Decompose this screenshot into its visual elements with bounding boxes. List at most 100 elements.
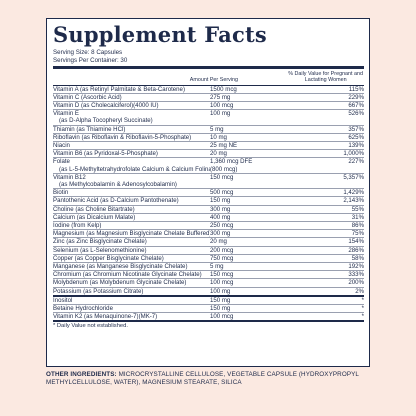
nutrient-amount-cell: 1500 mcg <box>210 86 272 93</box>
nutrient-row: Molybdenum (as Molybdenum Glycinate Chel… <box>53 279 364 288</box>
nutrient-name-cell: Vitamin K2 (as Menaquinone-7)(MK-7) <box>53 313 210 320</box>
nutrient-row: Magnesium (as Magnesium Bisglycinate Che… <box>53 230 364 239</box>
nutrient-table: Vitamin A (as Retinyl Palmitate & Beta-C… <box>53 84 364 323</box>
nutrient-amount-cell: 300 mg <box>210 230 272 237</box>
nutrient-name: Vitamin B6 (as Pyridoxal-5-Phosphate) <box>53 150 158 158</box>
nutrient-row: Potassium (as Potassium Citrate) 100 mg 2% <box>53 288 364 297</box>
nutrient-amount: 300 mg <box>210 205 231 213</box>
nutrient-name: Thiamin (as Thiamine HCl) <box>53 125 126 133</box>
nutrient-amount: 400 mg <box>210 213 231 221</box>
nutrient-name-cell: Molybdenum (as Molybdenum Glycinate Chel… <box>53 279 210 286</box>
nutrient-amount: 100 mg <box>210 287 231 295</box>
nutrient-name-cell: Iodine (from Kelp) <box>53 222 210 229</box>
nutrient-row: Thiamin (as Thiamine HCl) 5 mg 357% <box>53 126 364 134</box>
nutrient-name: Magnesium (as Magnesium Bisglycinate Che… <box>53 230 210 238</box>
nutrient-name: Potassium (as Potassium Citrate) <box>53 287 144 295</box>
nutrient-daily-value: 86% <box>351 222 364 230</box>
nutrient-amount-cell: 1,360 mcg DFE (800 mcg) <box>210 158 272 172</box>
nutrient-amount-cell: 5 mg <box>210 263 272 270</box>
supplement-facts-panel: Supplement Facts Serving Size: 8 Capsule… <box>46 18 370 367</box>
nutrient-daily-value: 333% <box>348 271 364 279</box>
nutrient-daily-value: 2% <box>355 287 364 295</box>
nutrient-name-cell: Chromium (as Chromium Nicotinate Glycina… <box>53 271 210 278</box>
nutrient-name-cell: Manganese (as Manganese Bisglycinate Che… <box>53 263 210 270</box>
nutrient-daily-value: 286% <box>348 246 364 254</box>
nutrient-name: Chromium (as Chromium Nicotinate Glycina… <box>53 271 202 279</box>
nutrient-daily-value: 227% <box>348 158 364 166</box>
nutrient-amount-cell: 5 mg <box>210 126 272 133</box>
nutrient-name: Calcium (as Dicalcium Malate) <box>53 213 136 221</box>
nutrient-daily-value: * <box>361 296 364 304</box>
nutrient-name: Iodine (from Kelp) <box>53 222 102 230</box>
panel-title: Supplement Facts <box>53 22 267 47</box>
nutrient-row: Betaine Hydrochloride 150 mg * <box>53 305 364 314</box>
nutrient-row: Choline (as Choline Bitartrate) 300 mg 55% <box>53 206 364 214</box>
nutrient-name: Vitamin E <box>53 110 79 118</box>
nutrient-name: Choline (as Choline Bitartrate) <box>53 205 135 213</box>
nutrient-daily-value: * <box>361 305 364 313</box>
nutrient-name-cell: Vitamin D (as Cholecalciferol)(4000 IU) <box>53 102 210 109</box>
nutrient-amount: 1500 mcg <box>210 85 237 93</box>
nutrient-name-cell: Thiamin (as Thiamine HCl) <box>53 126 210 133</box>
nutrient-amount-cell: 25 mg NE <box>210 142 272 149</box>
nutrient-row: Inositol 150 mg * <box>53 296 364 306</box>
nutrient-source: (as D-Alpha Tocopheryl Succinate) <box>59 117 153 125</box>
nutrient-amount: 500 mcg <box>210 189 234 197</box>
nutrient-name: Molybdenum (as Molybdenum Glycinate Chel… <box>53 279 187 287</box>
nutrient-daily-value: 200% <box>348 279 364 287</box>
nutrient-sub-amount: (800 mcg) <box>210 165 238 173</box>
nutrient-name-cell: Vitamin B6 (as Pyridoxal-5-Phosphate) <box>53 150 210 157</box>
nutrient-row: Biotin 500 mcg 1,429% <box>53 189 364 198</box>
nutrient-amount: 20 mg <box>210 150 227 158</box>
nutrient-daily-value: 55% <box>351 205 364 213</box>
nutrient-row: Vitamin K2 (as Menaquinone-7)(MK-7) 100 m… <box>53 313 364 323</box>
nutrient-name: Vitamin B12 <box>53 173 86 181</box>
servings-per-container: Servings Per Container: 30 <box>53 56 128 64</box>
nutrient-name-cell: Calcium (as Dicalcium Malate) <box>53 214 210 221</box>
nutrient-name: Pantothenic Acid (as D-Calcium Pantothen… <box>53 197 179 205</box>
nutrient-row: Folate (as L-5-Methyltetrahydrofolate Cal… <box>53 158 364 174</box>
nutrient-name: Vitamin D (as Cholecalciferol)(4000 IU) <box>53 102 159 109</box>
nutrient-amount: 25 mg NE <box>210 142 238 150</box>
nutrient-name: Vitamin C (Ascorbic Acid) <box>53 93 122 101</box>
nutrient-amount: 250 mcg <box>210 222 234 230</box>
nutrient-amount-cell: 100 mg <box>210 288 272 295</box>
nutrient-amount-cell: 100 mcg <box>210 313 272 320</box>
nutrient-daily-value: 526% <box>348 110 364 118</box>
other-ingredients-label: Other ingredients: <box>46 371 117 378</box>
nutrient-name-cell: Copper (as Copper Bisglycinate Chelate) <box>53 255 210 262</box>
nutrient-daily-value: 115% <box>348 85 364 93</box>
nutrient-name-cell: Potassium (as Potassium Citrate) <box>53 288 210 295</box>
nutrient-amount-cell: 250 mcg <box>210 222 272 229</box>
nutrient-row: Copper (as Copper Bisglycinate Chelate) 7… <box>53 254 364 264</box>
nutrient-name: Zinc (as Zinc Bisglycinate Chelate) <box>53 238 147 246</box>
nutrient-daily-value: 1,429% <box>343 189 364 197</box>
nutrient-daily-value: 31% <box>351 213 364 221</box>
nutrient-amount-cell: 750 mcg <box>210 255 272 262</box>
nutrient-amount: 100 mg <box>210 110 231 118</box>
footnote: * Daily Value not established. <box>53 323 128 330</box>
nutrient-amount: 1,360 mcg DFE <box>210 158 253 166</box>
nutrient-amount: 150 mg <box>210 305 231 313</box>
nutrient-amount-cell: 150 mcg <box>210 174 272 188</box>
nutrient-amount: 150 mcg <box>210 173 234 181</box>
nutrient-amount: 100 mcg <box>210 313 234 321</box>
nutrient-amount-cell: 500 mcg <box>210 189 272 196</box>
nutrient-daily-value: 1,000% <box>343 150 364 158</box>
nutrient-name: Biotin <box>53 189 69 197</box>
nutrient-name-cell: Vitamin A (as Retinyl Palmitate & Beta-C… <box>53 86 210 93</box>
nutrient-amount-cell: 100 mcg <box>210 102 272 109</box>
nutrient-source: (as L-5-Methyltetrahydrofolate Calcium &… <box>59 165 210 173</box>
nutrient-name: Vitamin K2 (as Menaquinone-7)(MK-7) <box>53 313 158 321</box>
nutrient-amount-cell: 275 mg <box>210 94 272 101</box>
nutrient-name: Inositol <box>53 296 73 304</box>
nutrient-amount: 150 mcg <box>210 271 234 279</box>
nutrient-daily-value: 667% <box>348 102 364 109</box>
nutrient-row: Riboflavin (as Riboflavin & Riboflavin-5… <box>53 134 364 143</box>
nutrient-daily-value: 58% <box>351 254 364 262</box>
nutrient-row: Pantothenic Acid (as D-Calcium Pantothen… <box>53 197 364 206</box>
nutrient-row: Vitamin B12 (as Methylcobalamin & Adenosy… <box>53 173 364 190</box>
nutrient-daily-value: 229% <box>348 93 364 101</box>
amount-column-header: Amount Per Serving <box>189 77 239 84</box>
nutrient-name: Vitamin A (as Retinyl Palmitate & Beta-C… <box>53 85 185 93</box>
